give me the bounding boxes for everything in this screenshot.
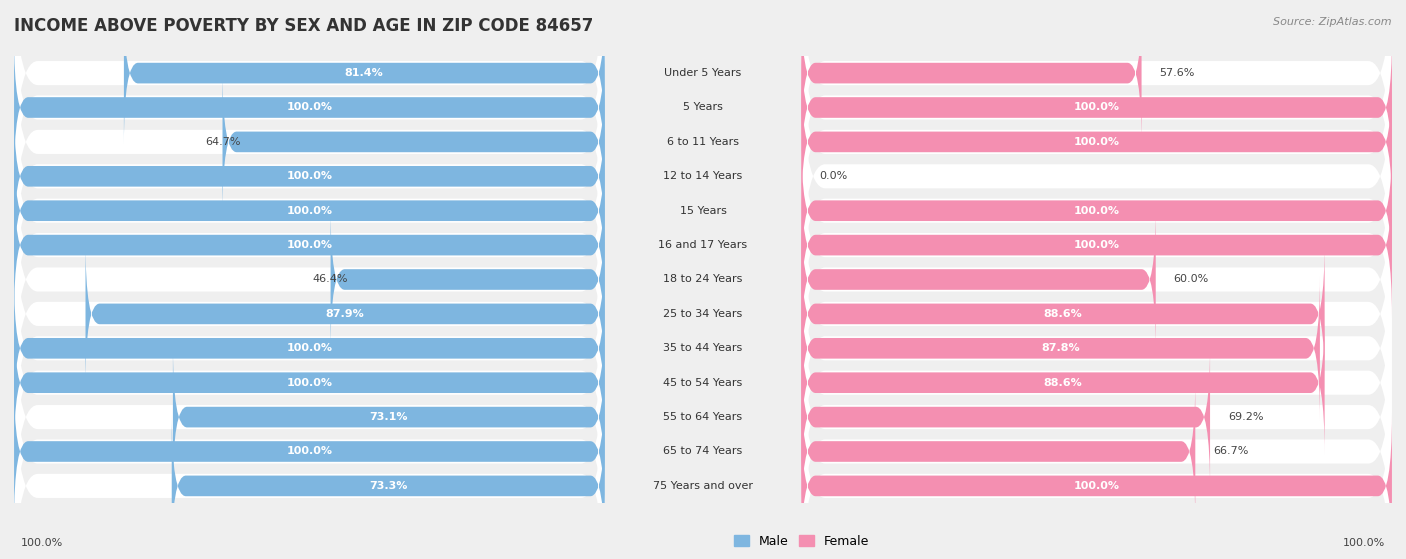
Text: 46.4%: 46.4% <box>314 274 349 285</box>
FancyBboxPatch shape <box>14 104 605 249</box>
Text: 87.8%: 87.8% <box>1042 343 1080 353</box>
FancyBboxPatch shape <box>14 361 605 559</box>
FancyBboxPatch shape <box>801 241 1324 386</box>
FancyBboxPatch shape <box>801 414 1392 558</box>
Text: 88.6%: 88.6% <box>1043 309 1083 319</box>
FancyBboxPatch shape <box>14 51 605 302</box>
Legend: Male, Female: Male, Female <box>728 530 875 553</box>
Text: 100.0%: 100.0% <box>287 171 332 181</box>
FancyBboxPatch shape <box>124 1 605 145</box>
FancyBboxPatch shape <box>801 188 1392 439</box>
FancyBboxPatch shape <box>801 120 1392 371</box>
FancyBboxPatch shape <box>14 310 605 455</box>
Text: 88.6%: 88.6% <box>1043 378 1083 388</box>
FancyBboxPatch shape <box>801 222 1392 474</box>
Text: 64.7%: 64.7% <box>205 137 240 147</box>
FancyBboxPatch shape <box>801 0 1392 233</box>
Text: 25 to 34 Years: 25 to 34 Years <box>664 309 742 319</box>
Text: 100.0%: 100.0% <box>1074 240 1119 250</box>
FancyBboxPatch shape <box>14 326 605 559</box>
Text: 100.0%: 100.0% <box>1074 102 1119 112</box>
FancyBboxPatch shape <box>173 345 605 489</box>
FancyBboxPatch shape <box>86 241 605 386</box>
FancyBboxPatch shape <box>222 70 605 214</box>
Text: 12 to 14 Years: 12 to 14 Years <box>664 171 742 181</box>
Text: 100.0%: 100.0% <box>287 102 332 112</box>
FancyBboxPatch shape <box>801 139 1392 283</box>
FancyBboxPatch shape <box>801 85 1392 337</box>
Text: 5 Years: 5 Years <box>683 102 723 112</box>
Text: Under 5 Years: Under 5 Years <box>665 68 741 78</box>
Text: 45 to 54 Years: 45 to 54 Years <box>664 378 742 388</box>
FancyBboxPatch shape <box>801 154 1392 405</box>
Text: 0.0%: 0.0% <box>820 171 848 181</box>
FancyBboxPatch shape <box>801 276 1320 420</box>
Text: 75 Years and over: 75 Years and over <box>652 481 754 491</box>
Text: 100.0%: 100.0% <box>287 206 332 216</box>
FancyBboxPatch shape <box>801 1 1142 145</box>
FancyBboxPatch shape <box>14 16 605 267</box>
FancyBboxPatch shape <box>801 292 1392 543</box>
FancyBboxPatch shape <box>14 139 605 283</box>
FancyBboxPatch shape <box>801 257 1392 508</box>
Text: 100.0%: 100.0% <box>1074 481 1119 491</box>
FancyBboxPatch shape <box>330 207 605 352</box>
Text: 100.0%: 100.0% <box>1074 137 1119 147</box>
FancyBboxPatch shape <box>801 361 1392 559</box>
FancyBboxPatch shape <box>801 379 1195 524</box>
FancyBboxPatch shape <box>14 292 605 543</box>
Text: 73.3%: 73.3% <box>368 481 408 491</box>
Text: 35 to 44 Years: 35 to 44 Years <box>664 343 742 353</box>
FancyBboxPatch shape <box>14 379 605 524</box>
Text: 57.6%: 57.6% <box>1160 68 1195 78</box>
Text: 100.0%: 100.0% <box>287 343 332 353</box>
FancyBboxPatch shape <box>801 51 1392 302</box>
Text: 100.0%: 100.0% <box>287 240 332 250</box>
FancyBboxPatch shape <box>172 414 605 558</box>
FancyBboxPatch shape <box>14 35 605 180</box>
Text: 100.0%: 100.0% <box>287 378 332 388</box>
Text: 81.4%: 81.4% <box>344 68 384 78</box>
Text: 100.0%: 100.0% <box>287 447 332 457</box>
FancyBboxPatch shape <box>14 173 605 318</box>
FancyBboxPatch shape <box>14 222 605 474</box>
Text: 6 to 11 Years: 6 to 11 Years <box>666 137 740 147</box>
FancyBboxPatch shape <box>14 188 605 439</box>
Text: 55 to 64 Years: 55 to 64 Years <box>664 412 742 422</box>
FancyBboxPatch shape <box>801 70 1392 214</box>
Text: Source: ZipAtlas.com: Source: ZipAtlas.com <box>1274 17 1392 27</box>
FancyBboxPatch shape <box>14 257 605 508</box>
Text: 16 and 17 Years: 16 and 17 Years <box>658 240 748 250</box>
Text: 65 to 74 Years: 65 to 74 Years <box>664 447 742 457</box>
FancyBboxPatch shape <box>801 16 1392 267</box>
FancyBboxPatch shape <box>801 35 1392 180</box>
Text: 100.0%: 100.0% <box>1343 538 1385 548</box>
Text: 69.2%: 69.2% <box>1227 412 1263 422</box>
FancyBboxPatch shape <box>14 154 605 405</box>
FancyBboxPatch shape <box>14 0 605 233</box>
Text: 60.0%: 60.0% <box>1174 274 1209 285</box>
FancyBboxPatch shape <box>801 310 1324 455</box>
FancyBboxPatch shape <box>801 326 1392 559</box>
Text: 15 Years: 15 Years <box>679 206 727 216</box>
Text: 73.1%: 73.1% <box>370 412 408 422</box>
FancyBboxPatch shape <box>14 276 605 420</box>
FancyBboxPatch shape <box>14 0 605 198</box>
FancyBboxPatch shape <box>14 120 605 371</box>
FancyBboxPatch shape <box>801 207 1156 352</box>
FancyBboxPatch shape <box>801 345 1211 489</box>
FancyBboxPatch shape <box>801 173 1392 318</box>
Text: 100.0%: 100.0% <box>1074 206 1119 216</box>
Text: 87.9%: 87.9% <box>326 309 364 319</box>
Text: 18 to 24 Years: 18 to 24 Years <box>664 274 742 285</box>
FancyBboxPatch shape <box>801 0 1392 198</box>
Text: 66.7%: 66.7% <box>1213 447 1249 457</box>
Text: INCOME ABOVE POVERTY BY SEX AND AGE IN ZIP CODE 84657: INCOME ABOVE POVERTY BY SEX AND AGE IN Z… <box>14 17 593 35</box>
Text: 100.0%: 100.0% <box>21 538 63 548</box>
FancyBboxPatch shape <box>14 85 605 337</box>
